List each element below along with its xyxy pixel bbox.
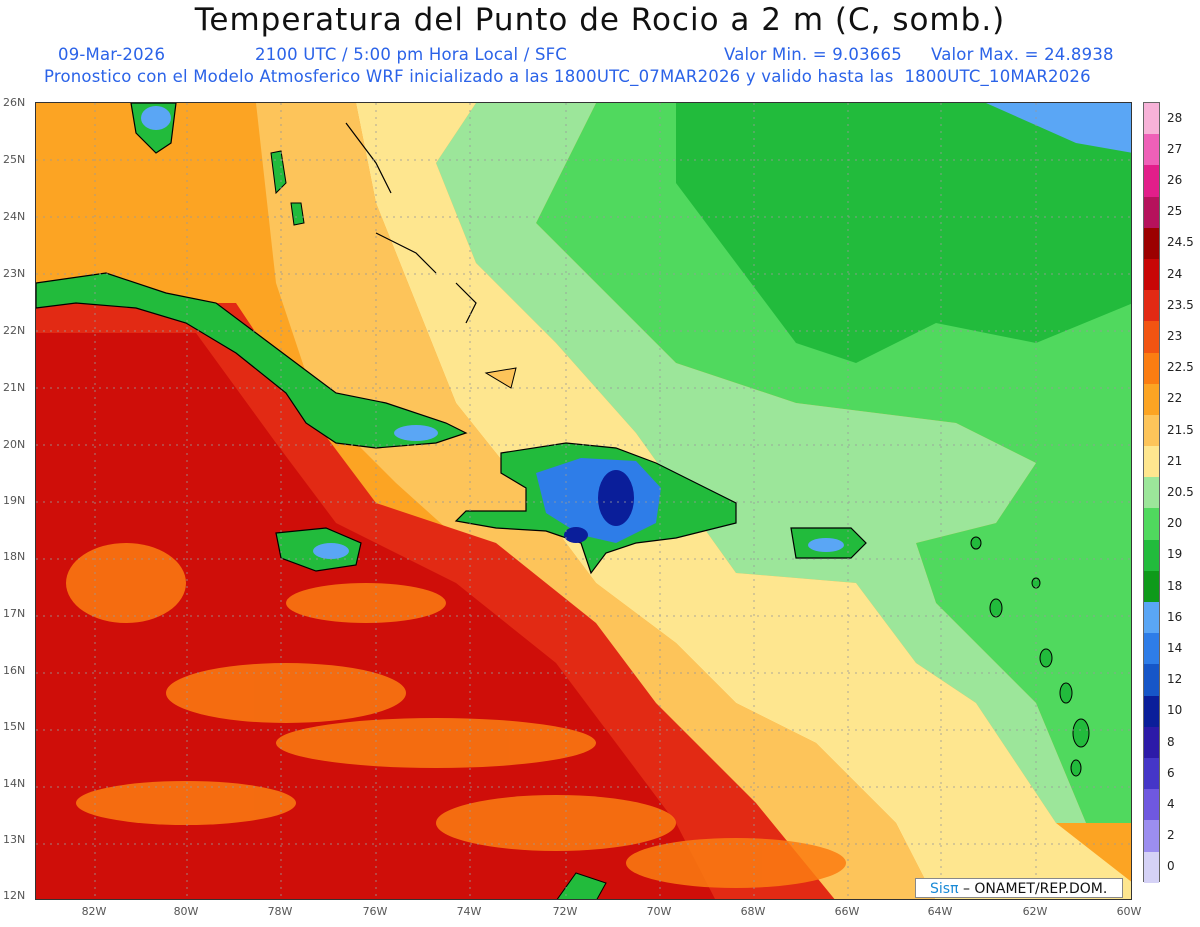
- colorbar-swatch: [1144, 539, 1159, 571]
- lat-label: 24N: [3, 210, 26, 223]
- colorbar-label: 19: [1167, 547, 1183, 562]
- colorbar-label: 22.5: [1167, 360, 1194, 375]
- colorbar-swatch: [1144, 383, 1159, 415]
- colorbar-swatch: [1144, 446, 1159, 478]
- lon-label: 66W: [834, 905, 860, 918]
- colorbar-swatch: [1144, 352, 1159, 384]
- valid-time: 2100 UTC / 5:00 pm Hora Local / SFC: [255, 45, 568, 64]
- colorbar-label: 12: [1167, 672, 1183, 687]
- min-value: Valor Min. = 9.03665: [724, 45, 902, 64]
- dewpoint-map: [35, 102, 1132, 900]
- lat-label: 25N: [3, 153, 26, 166]
- max-value: Valor Max. = 24.8938: [931, 45, 1114, 64]
- forecast-info: Pronostico con el Modelo Atmosferico WRF…: [44, 67, 1091, 86]
- lon-label: 70W: [646, 905, 672, 918]
- map-title: Temperatura del Punto de Rocio a 2 m (C,…: [194, 2, 1006, 38]
- colorbar-swatch: [1144, 258, 1159, 291]
- colorbar-label: 23.5: [1167, 297, 1194, 312]
- credit-text: – ONAMET/REP.DOM.: [962, 881, 1108, 897]
- lat-label: 23N: [3, 267, 26, 280]
- dewpoint-field: [36, 103, 1131, 899]
- colorbar-swatch: [1144, 290, 1159, 322]
- colorbar-label: 0: [1167, 859, 1175, 874]
- colorbar-swatch: [1144, 633, 1159, 665]
- colorbar-label: 28: [1167, 110, 1183, 125]
- colorbar-swatch: [1144, 570, 1159, 602]
- colorbar-swatch: [1144, 477, 1159, 509]
- colorbar-swatch: [1144, 103, 1159, 135]
- colorbar-swatch: [1144, 789, 1159, 821]
- colorbar-label: 16: [1167, 609, 1183, 624]
- lon-label: 68W: [740, 905, 766, 918]
- lon-label: 64W: [927, 905, 953, 918]
- lat-label: 17N: [3, 607, 26, 620]
- colorbar-swatch: [1144, 321, 1159, 353]
- colorbar-swatch: [1144, 165, 1159, 197]
- colorbar-swatch: [1144, 851, 1159, 883]
- colorbar-swatch: [1144, 820, 1159, 852]
- colorbar-label: 23: [1167, 329, 1183, 343]
- lat-label: 18N: [3, 550, 26, 563]
- colorbar-label: 14: [1167, 641, 1183, 655]
- lon-label: 78W: [267, 905, 293, 918]
- colorbar-label: 24.5: [1167, 235, 1194, 250]
- lat-label: 16N: [3, 664, 26, 677]
- lat-label: 20N: [3, 438, 26, 451]
- colorbar-swatch: [1144, 664, 1159, 696]
- lat-label: 21N: [3, 381, 26, 394]
- colorbar-label: 22: [1167, 391, 1183, 406]
- lon-label: 62W: [1022, 905, 1048, 918]
- colorbar-label: 26: [1167, 173, 1183, 187]
- colorbar-label: 4: [1167, 797, 1175, 811]
- lon-label: 76W: [362, 905, 388, 918]
- colorbar-label: 24: [1167, 266, 1183, 281]
- colorbar-swatch: [1144, 227, 1159, 259]
- colorbar-swatch: [1144, 196, 1159, 228]
- colorbar-label: 21.5: [1167, 422, 1194, 437]
- credit-box: Sisπ – ONAMET/REP.DOM.: [915, 878, 1123, 898]
- colorbar-label: 18: [1167, 578, 1183, 593]
- colorbar-label: 2: [1167, 828, 1175, 843]
- lat-label: 19N: [3, 494, 26, 507]
- colorbar-label: 10: [1167, 703, 1183, 718]
- colorbar-label: 6: [1167, 765, 1175, 780]
- colorbar-label: 21: [1167, 453, 1183, 468]
- lon-label: 74W: [456, 905, 482, 918]
- lat-label: 14N: [3, 777, 26, 790]
- lon-label: 60W: [1116, 905, 1142, 918]
- colorbar-label: 20.5: [1167, 485, 1194, 499]
- colorbar-swatch: [1144, 134, 1159, 166]
- colorbar-label: 20: [1167, 516, 1183, 531]
- lat-label: 22N: [3, 324, 26, 337]
- sispi-logo: Sisπ: [930, 881, 959, 897]
- lon-label: 82W: [81, 905, 107, 918]
- lat-label: 12N: [3, 889, 26, 902]
- lat-label: 26N: [3, 96, 26, 109]
- colorbar: [1143, 102, 1160, 883]
- colorbar-swatch: [1144, 414, 1159, 447]
- colorbar-label: 27: [1167, 141, 1183, 156]
- colorbar-swatch: [1144, 726, 1159, 758]
- colorbar-swatch: [1144, 602, 1159, 634]
- lon-label: 80W: [173, 905, 199, 918]
- colorbar-label: 8: [1167, 734, 1175, 749]
- lat-label: 15N: [3, 720, 26, 733]
- colorbar-label: 25: [1167, 204, 1183, 219]
- colorbar-swatch: [1144, 508, 1159, 540]
- lat-label: 13N: [3, 833, 26, 846]
- valid-date: 09-Mar-2026: [58, 45, 166, 64]
- lon-label: 72W: [552, 905, 578, 918]
- colorbar-swatch: [1144, 757, 1159, 790]
- colorbar-swatch: [1144, 695, 1159, 727]
